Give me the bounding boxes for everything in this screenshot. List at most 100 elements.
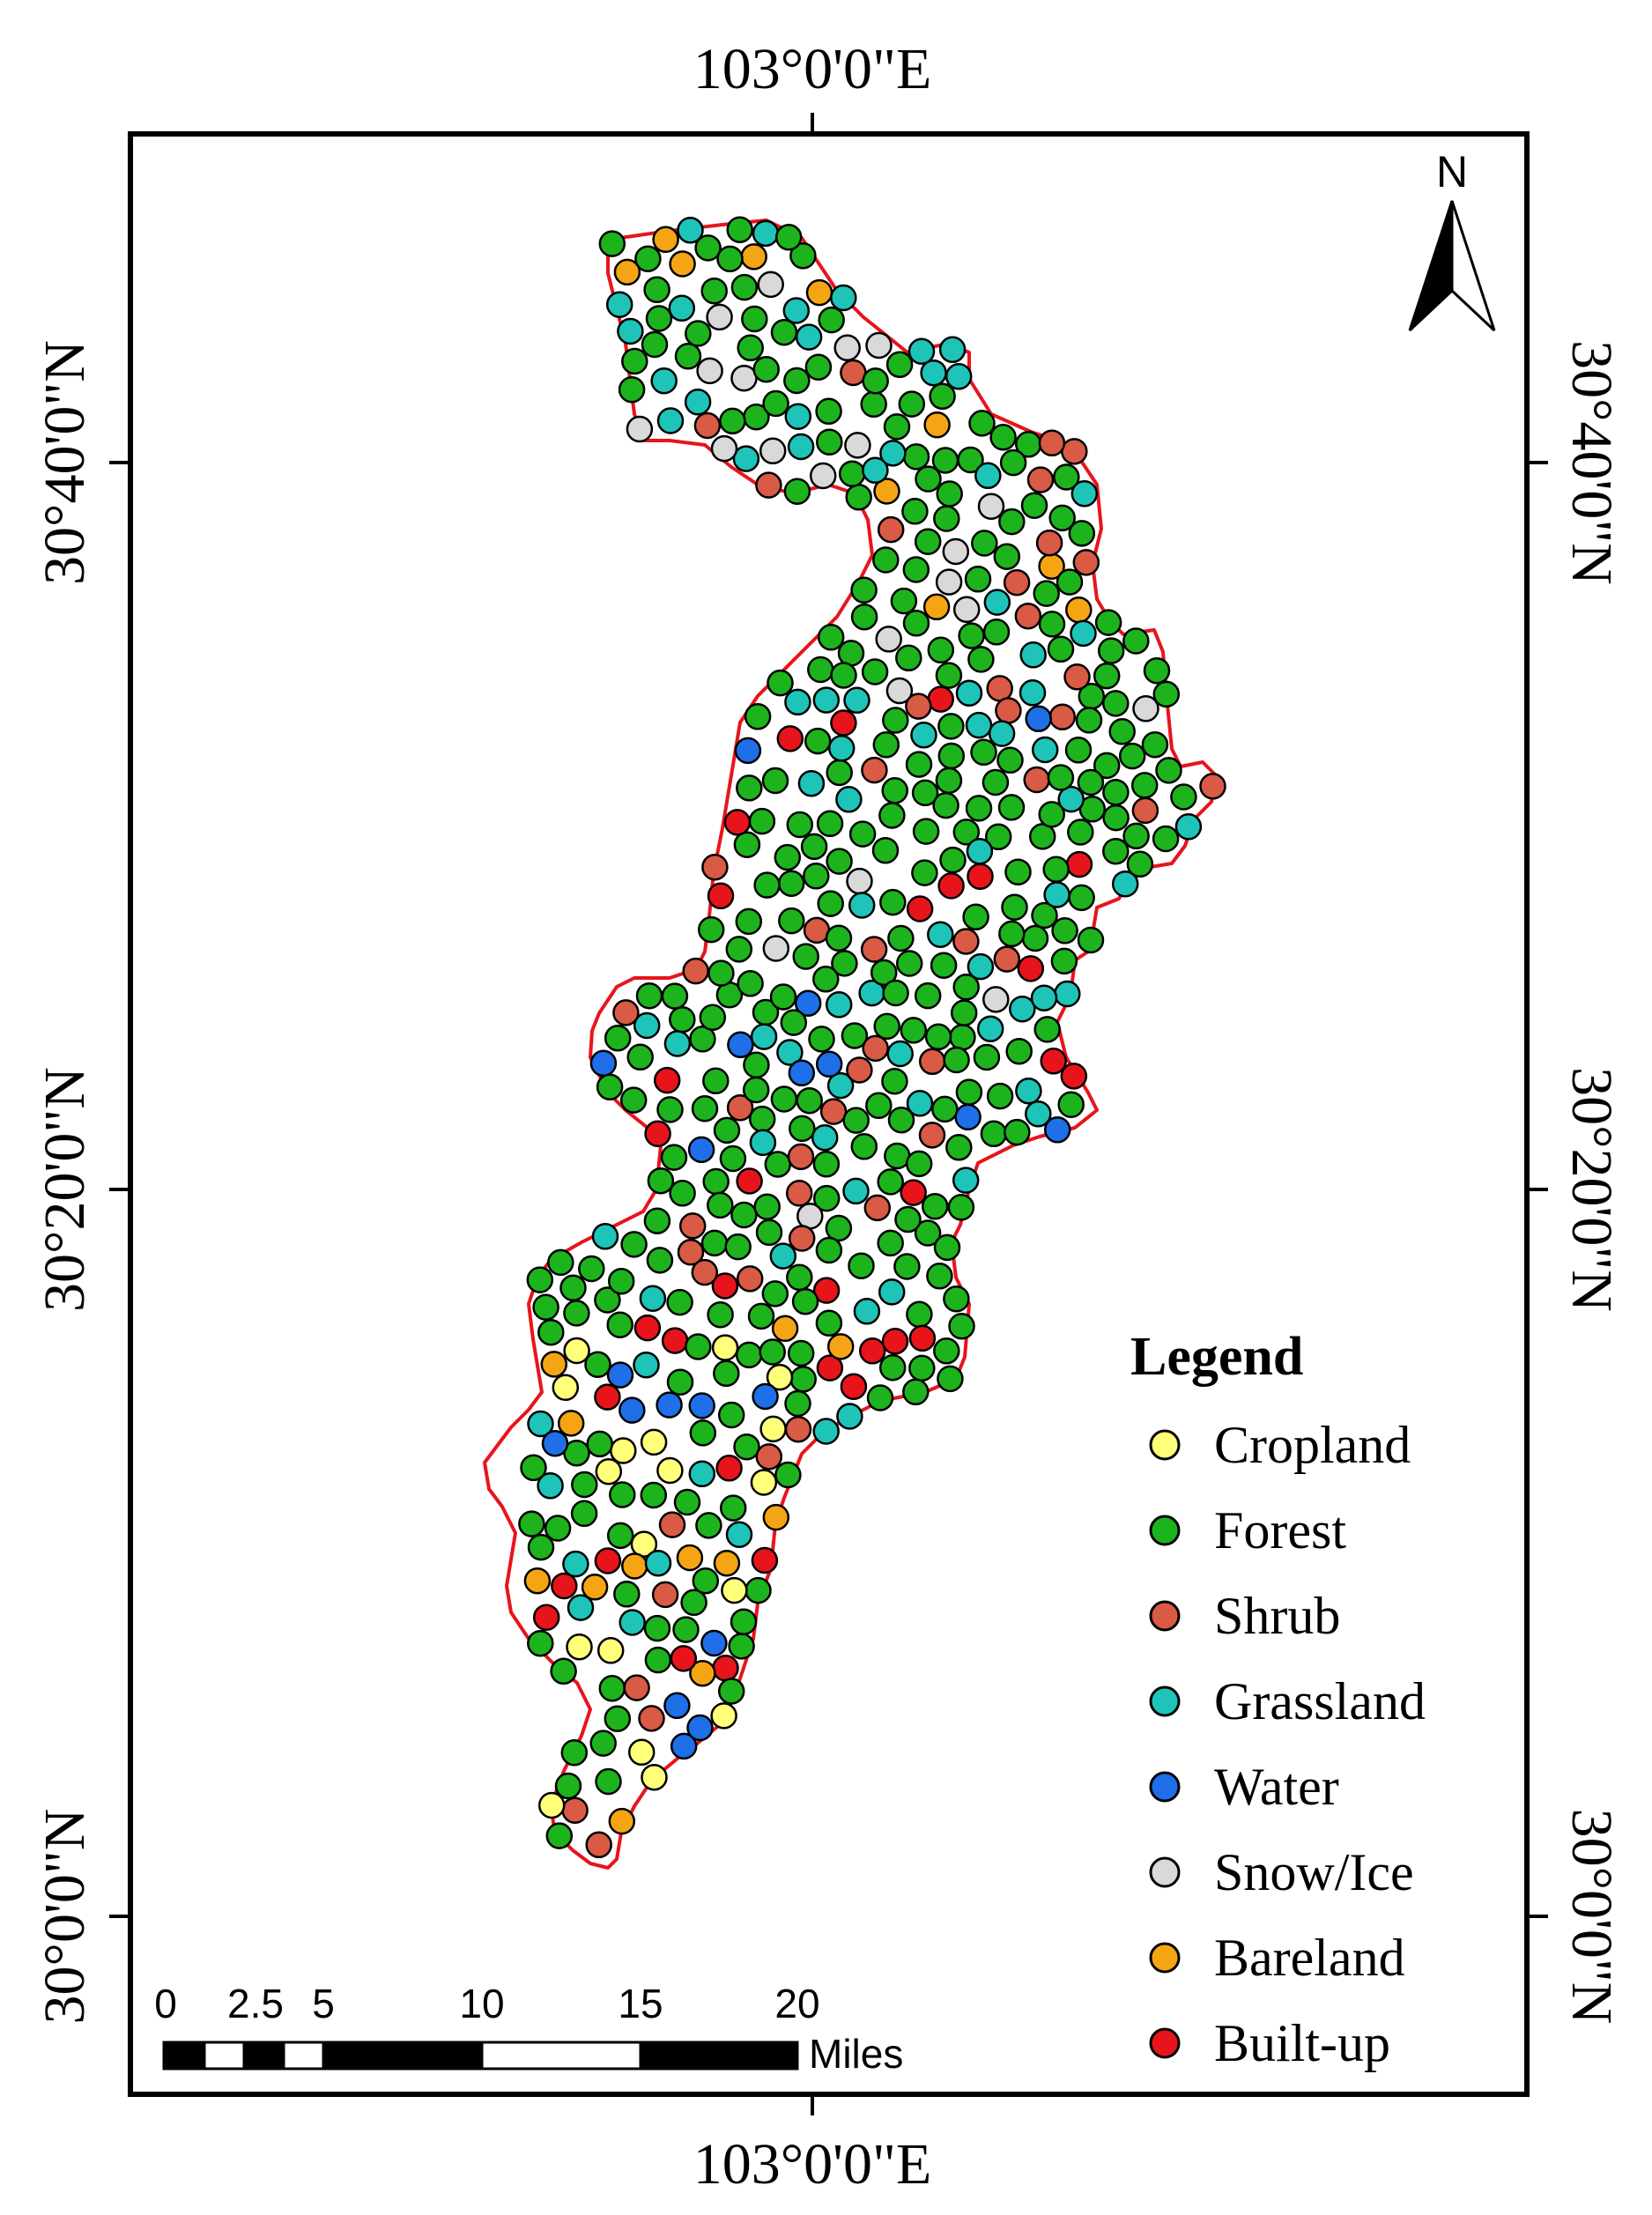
sample-point <box>623 1674 650 1701</box>
sample-point <box>710 1702 737 1730</box>
sample-point <box>656 1391 683 1419</box>
graticule-ticks <box>109 113 1548 2115</box>
sample-point <box>995 697 1022 724</box>
sample-point <box>725 1521 753 1548</box>
sample-point <box>563 1337 590 1365</box>
sample-point <box>927 685 954 713</box>
sample-point <box>901 498 929 525</box>
sample-point <box>640 1428 668 1456</box>
sample-point <box>706 303 733 331</box>
sample-point <box>1111 870 1139 898</box>
sample-point <box>594 1286 621 1314</box>
sample-point <box>962 903 989 930</box>
sample-point <box>1023 766 1050 794</box>
sample-point <box>717 1401 745 1429</box>
sample-point <box>964 566 992 593</box>
sample-point <box>606 1522 634 1550</box>
sample-point <box>676 1544 704 1572</box>
sample-point <box>794 989 822 1017</box>
sample-point <box>827 735 856 762</box>
sample-point <box>838 460 866 487</box>
sample-point <box>670 1732 698 1760</box>
sample-point <box>968 410 996 437</box>
sample-point <box>841 1022 869 1049</box>
sample-point <box>911 859 938 886</box>
sample-point <box>866 1384 894 1411</box>
sample-point <box>861 658 889 685</box>
sample-point <box>571 1470 598 1499</box>
sample-point <box>771 1315 799 1343</box>
sample-point <box>931 1095 959 1123</box>
sample-point <box>537 1791 566 1819</box>
sample-point <box>1108 718 1136 745</box>
scale-bar-segment <box>639 2041 799 2071</box>
sample-point <box>547 1248 574 1277</box>
sample-point <box>759 1338 786 1366</box>
sample-point <box>853 1298 881 1325</box>
sample-point <box>752 219 780 248</box>
sample-point <box>520 1454 547 1482</box>
sample-point <box>608 1807 636 1835</box>
sample-point <box>767 669 794 697</box>
sample-point <box>809 462 837 490</box>
sample-point <box>586 1430 613 1458</box>
sample-point <box>945 363 973 390</box>
sample-point <box>682 957 709 985</box>
sample-point <box>550 1657 577 1685</box>
sample-point <box>742 1076 770 1104</box>
sample-point <box>735 907 763 936</box>
sample-point <box>955 1078 983 1106</box>
sample-point <box>878 1353 907 1382</box>
sample-point <box>1019 641 1047 669</box>
sample-point <box>685 320 712 347</box>
sample-point <box>911 779 939 807</box>
bottom-longitude-label: 103°0'0"E <box>693 2132 932 2196</box>
sample-point <box>921 1192 949 1220</box>
sample-point <box>872 731 900 759</box>
sample-point <box>808 1026 835 1053</box>
sample-point <box>736 774 763 802</box>
sample-point <box>812 1277 841 1304</box>
sample-point <box>661 982 689 1010</box>
sample-point <box>669 1005 696 1033</box>
sample-point <box>719 1494 747 1522</box>
sample-point <box>811 1123 839 1152</box>
sample-point <box>804 727 832 755</box>
sample-point <box>687 1136 715 1164</box>
sample-point <box>850 603 878 631</box>
sample-point <box>560 1738 589 1767</box>
sample-point <box>918 1048 946 1076</box>
sample-point <box>1004 858 1032 885</box>
sample-point <box>908 1324 937 1352</box>
sample-point <box>818 306 845 334</box>
sample-point <box>1060 1063 1088 1090</box>
sample-point <box>713 1116 741 1145</box>
sample-point <box>764 1151 792 1178</box>
sample-point <box>927 636 955 664</box>
sample-point <box>707 882 735 910</box>
sample-point <box>619 1396 646 1424</box>
sample-point <box>669 1180 696 1207</box>
sample-point <box>1005 1037 1033 1065</box>
sample-point <box>815 397 842 426</box>
sample-point <box>527 1533 555 1561</box>
sample-point <box>787 1143 815 1171</box>
sample-point <box>688 1460 716 1488</box>
sample-point <box>621 347 648 375</box>
sample-point <box>691 1258 719 1286</box>
sample-point <box>943 1046 970 1074</box>
scale-bar-tick-label: 2.5 <box>227 1981 284 2026</box>
sample-point <box>719 1145 747 1173</box>
sample-point <box>952 1167 980 1194</box>
sample-point <box>1043 1116 1071 1144</box>
sample-point <box>604 1705 632 1732</box>
sample-point <box>532 1293 559 1321</box>
sample-point <box>617 317 644 345</box>
sample-point <box>591 1223 619 1250</box>
sample-point <box>1199 773 1226 800</box>
sample-point <box>761 767 789 795</box>
sample-point <box>1097 637 1125 664</box>
sample-point <box>1031 736 1059 764</box>
sample-point <box>656 1096 684 1123</box>
sample-point <box>850 576 878 604</box>
